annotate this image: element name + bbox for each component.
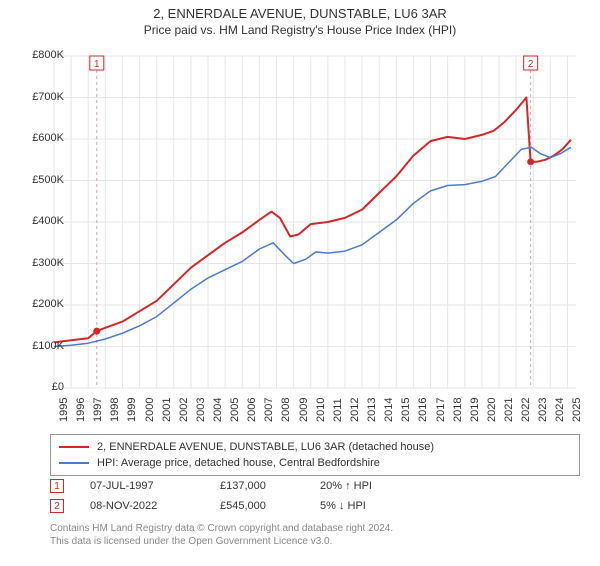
chart-area: 12 <box>50 52 580 392</box>
x-axis-tick-label: 2019 <box>469 398 481 422</box>
sale-price: £545,000 <box>220 500 320 512</box>
y-axis-tick-label: £200K <box>8 298 64 310</box>
sale-hpi-delta: 20% ↑ HPI <box>320 480 440 492</box>
y-axis-tick-label: £500K <box>8 174 64 186</box>
x-axis-tick-label: 1996 <box>75 398 87 422</box>
y-axis-tick-label: £100K <box>8 340 64 352</box>
sale-date: 07-JUL-1997 <box>90 480 220 492</box>
x-axis-tick-label: 2020 <box>486 398 498 422</box>
chart-subtitle: Price paid vs. HM Land Registry's House … <box>0 23 600 37</box>
x-axis-tick-label: 2024 <box>554 398 566 422</box>
x-axis-tick-label: 2008 <box>280 398 292 422</box>
legend-label: 2, ENNERDALE AVENUE, DUNSTABLE, LU6 3AR … <box>97 441 434 453</box>
sale-hpi-delta: 5% ↓ HPI <box>320 500 440 512</box>
svg-text:1: 1 <box>94 59 100 70</box>
footer-attribution: Contains HM Land Registry data © Crown c… <box>50 522 580 548</box>
x-axis-tick-label: 1999 <box>126 398 138 422</box>
sale-marker-box: 1 <box>50 479 64 493</box>
x-axis-tick-label: 2012 <box>349 398 361 422</box>
y-axis-tick-label: £600K <box>8 132 64 144</box>
legend-row: HPI: Average price, detached house, Cent… <box>59 455 571 471</box>
x-axis-tick-label: 1998 <box>109 398 121 422</box>
chart-container: 2, ENNERDALE AVENUE, DUNSTABLE, LU6 3AR … <box>0 6 600 566</box>
x-axis-tick-label: 2018 <box>452 398 464 422</box>
x-axis-tick-label: 2025 <box>571 398 583 422</box>
x-axis-tick-label: 2011 <box>332 398 344 422</box>
x-axis-tick-label: 2001 <box>161 398 173 422</box>
legend-label: HPI: Average price, detached house, Cent… <box>97 457 380 469</box>
line-chart: 12 <box>50 52 580 392</box>
x-axis-tick-label: 1997 <box>92 398 104 422</box>
sales-table: 1 07-JUL-1997£137,00020% ↑ HPI 2 08-NOV-202… <box>50 476 580 516</box>
sale-row: 1 07-JUL-1997£137,00020% ↑ HPI <box>50 476 580 496</box>
x-axis-tick-label: 2017 <box>435 398 447 422</box>
x-axis-tick-label: 2010 <box>315 398 327 422</box>
x-axis-tick-label: 2009 <box>298 398 310 422</box>
y-axis-tick-label: £800K <box>8 49 64 61</box>
x-axis-tick-label: 2007 <box>263 398 275 422</box>
x-axis-tick-label: 2022 <box>520 398 532 422</box>
x-axis-tick-label: 1995 <box>58 398 70 422</box>
sale-marker-box: 2 <box>50 499 64 513</box>
x-axis-tick-label: 2016 <box>417 398 429 422</box>
legend-swatch <box>59 446 89 448</box>
y-axis-tick-label: £0 <box>8 381 64 393</box>
y-axis-tick-label: £700K <box>8 91 64 103</box>
x-axis-tick-label: 2002 <box>178 398 190 422</box>
chart-title: 2, ENNERDALE AVENUE, DUNSTABLE, LU6 3AR <box>0 6 600 21</box>
x-axis-tick-label: 2005 <box>229 398 241 422</box>
x-axis-tick-label: 2014 <box>383 398 395 422</box>
footer-line: This data is licensed under the Open Gov… <box>50 535 580 548</box>
y-axis-tick-label: £300K <box>8 257 64 269</box>
sale-price: £137,000 <box>220 480 320 492</box>
x-axis-tick-label: 2015 <box>400 398 412 422</box>
sale-row: 2 08-NOV-2022£545,0005% ↓ HPI <box>50 496 580 516</box>
footer-line: Contains HM Land Registry data © Crown c… <box>50 522 580 535</box>
x-axis-tick-label: 2004 <box>212 398 224 422</box>
y-axis-tick-label: £400K <box>8 215 64 227</box>
legend: 2, ENNERDALE AVENUE, DUNSTABLE, LU6 3AR … <box>50 434 580 476</box>
x-axis-tick-label: 2021 <box>503 398 515 422</box>
x-axis-tick-label: 2023 <box>537 398 549 422</box>
x-axis-tick-label: 2013 <box>366 398 378 422</box>
sale-date: 08-NOV-2022 <box>90 500 220 512</box>
svg-text:2: 2 <box>528 59 534 70</box>
legend-row: 2, ENNERDALE AVENUE, DUNSTABLE, LU6 3AR … <box>59 439 571 455</box>
x-axis-tick-label: 2006 <box>246 398 258 422</box>
legend-swatch <box>59 462 89 464</box>
x-axis-tick-label: 2003 <box>195 398 207 422</box>
x-axis-tick-label: 2000 <box>144 398 156 422</box>
